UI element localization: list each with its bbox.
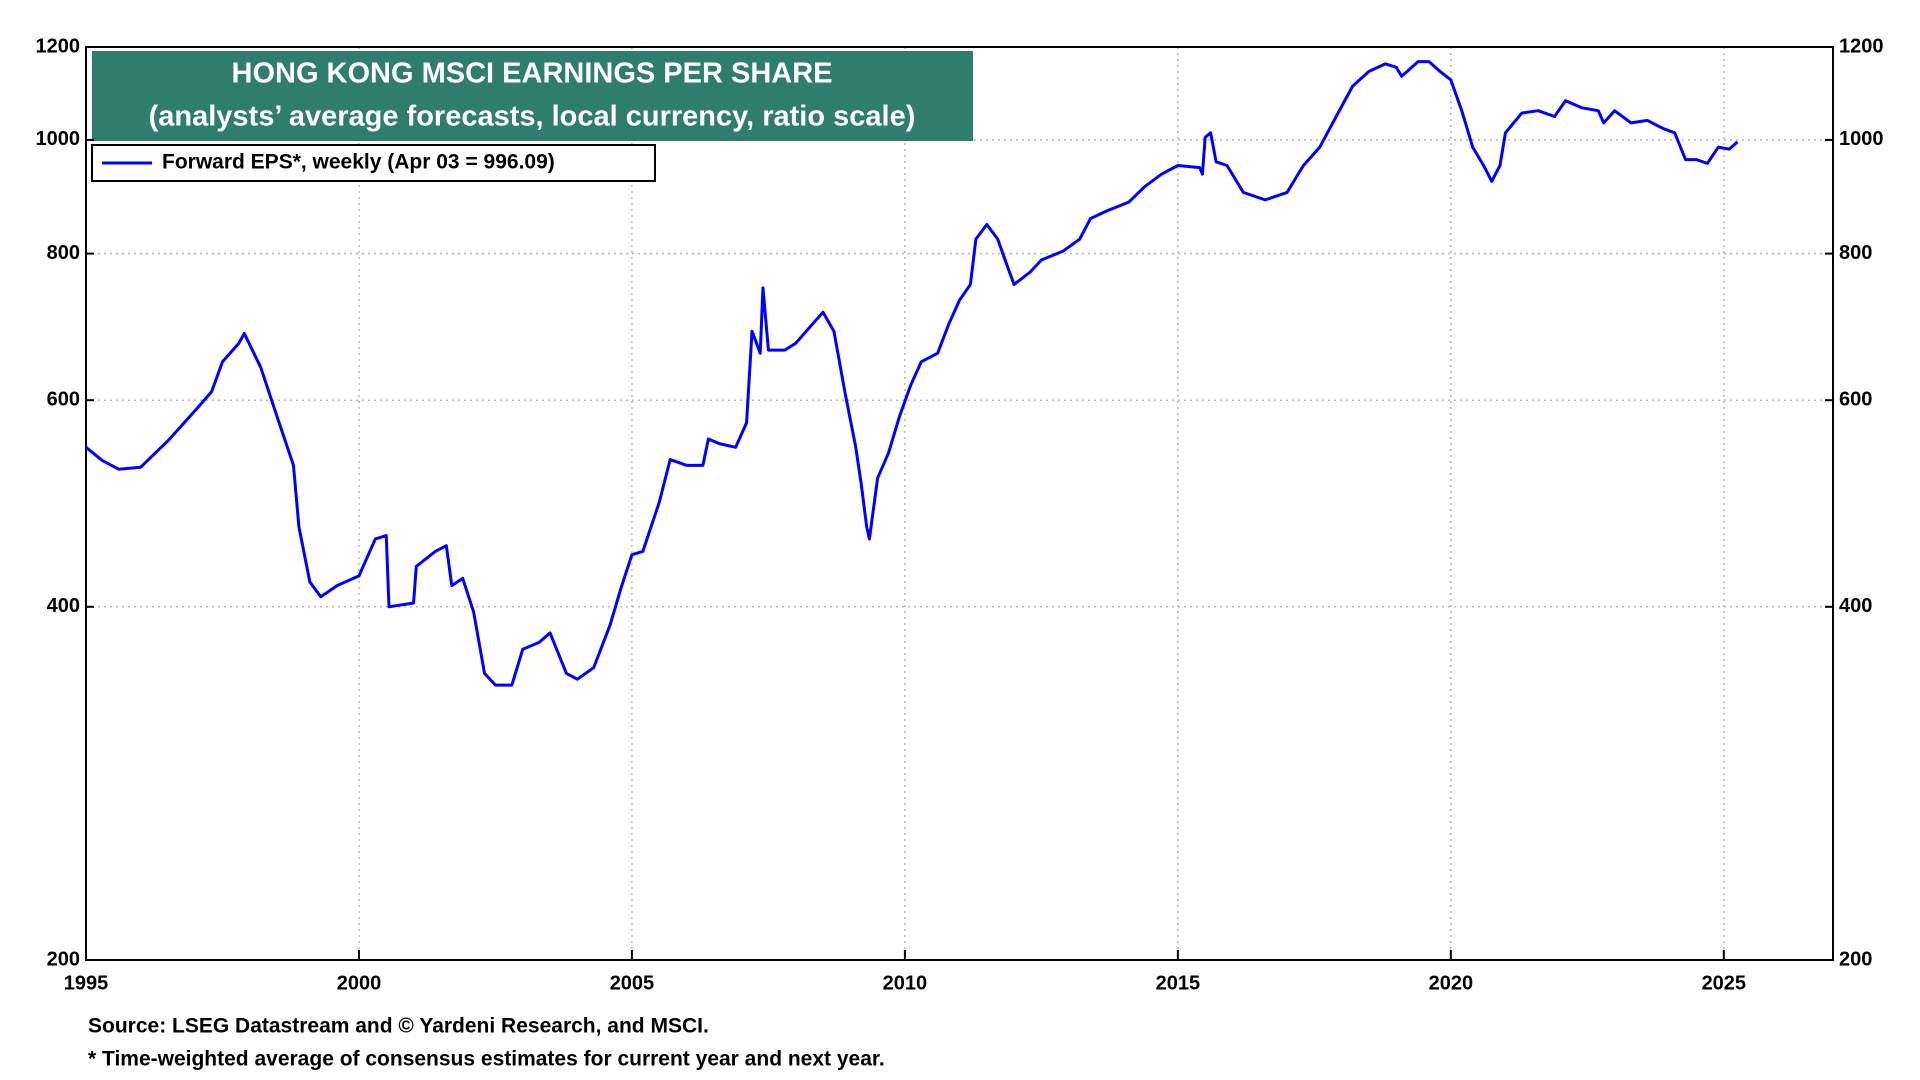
x-tick-label: 2005 (610, 972, 655, 994)
y2-tick-label: 200 (1839, 948, 1872, 970)
y2-tick-label: 600 (1839, 388, 1872, 410)
y-tick-label: 800 (47, 242, 80, 264)
y2-tick-label: 400 (1839, 595, 1872, 617)
y2-tick-label: 800 (1839, 242, 1872, 264)
plot-frame (85, 46, 1834, 961)
y-tick-label: 600 (47, 388, 80, 410)
x-tick-label: 1995 (64, 972, 109, 994)
chart-title: HONG KONG MSCI EARNINGS PER SHARE (232, 58, 833, 90)
footnote: * Time-weighted average of consensus est… (88, 1048, 885, 1071)
data-line (85, 60, 1739, 687)
x-tick-label: 2015 (1156, 972, 1201, 994)
legend (91, 144, 656, 182)
x-tick-label: 2025 (1702, 972, 1747, 994)
y-tick-label: 1000 (36, 128, 81, 150)
y2-tick-label: 1000 (1839, 128, 1884, 150)
legend-label: Forward EPS*, weekly (Apr 03 = 996.09) (162, 151, 555, 174)
title-box (92, 51, 973, 141)
plot-area (85, 60, 1739, 687)
y-tick-label: 1200 (36, 35, 81, 57)
x-tick-label: 2020 (1429, 972, 1474, 994)
y-tick-label: 400 (47, 595, 80, 617)
y2-tick-label: 1200 (1839, 35, 1884, 57)
y-tick-label: 200 (47, 948, 80, 970)
x-tick-label: 2000 (337, 972, 382, 994)
x-tick-label: 2010 (883, 972, 928, 994)
chart-subtitle: (analysts’ average forecasts, local curr… (149, 101, 916, 133)
source-note: Source: LSEG Datastream and © Yardeni Re… (88, 1015, 709, 1038)
